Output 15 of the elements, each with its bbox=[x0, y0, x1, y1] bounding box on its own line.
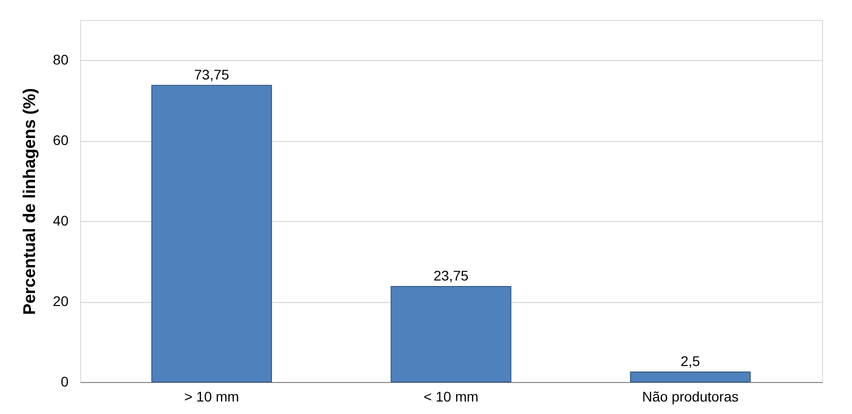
y-tick-label: 80 bbox=[52, 52, 69, 68]
x-tick-label: < 10 mm bbox=[424, 388, 478, 404]
x-tick-label: Não produtoras bbox=[642, 388, 739, 404]
y-tick-label: 60 bbox=[52, 132, 69, 148]
x-tick-label: > 10 mm bbox=[184, 388, 240, 404]
y-tick-label: 20 bbox=[52, 293, 69, 310]
data-label: 23,75 bbox=[433, 267, 469, 284]
y-tick-label: 0 bbox=[60, 374, 69, 390]
bar bbox=[151, 84, 272, 382]
y-tick-label: 40 bbox=[52, 212, 69, 229]
bar bbox=[630, 371, 751, 382]
data-label: 2,5 bbox=[680, 352, 700, 369]
data-label: 73,75 bbox=[194, 66, 230, 82]
y-axis-title: Percentual de linhagens (%) bbox=[20, 88, 39, 315]
bar bbox=[390, 286, 512, 382]
